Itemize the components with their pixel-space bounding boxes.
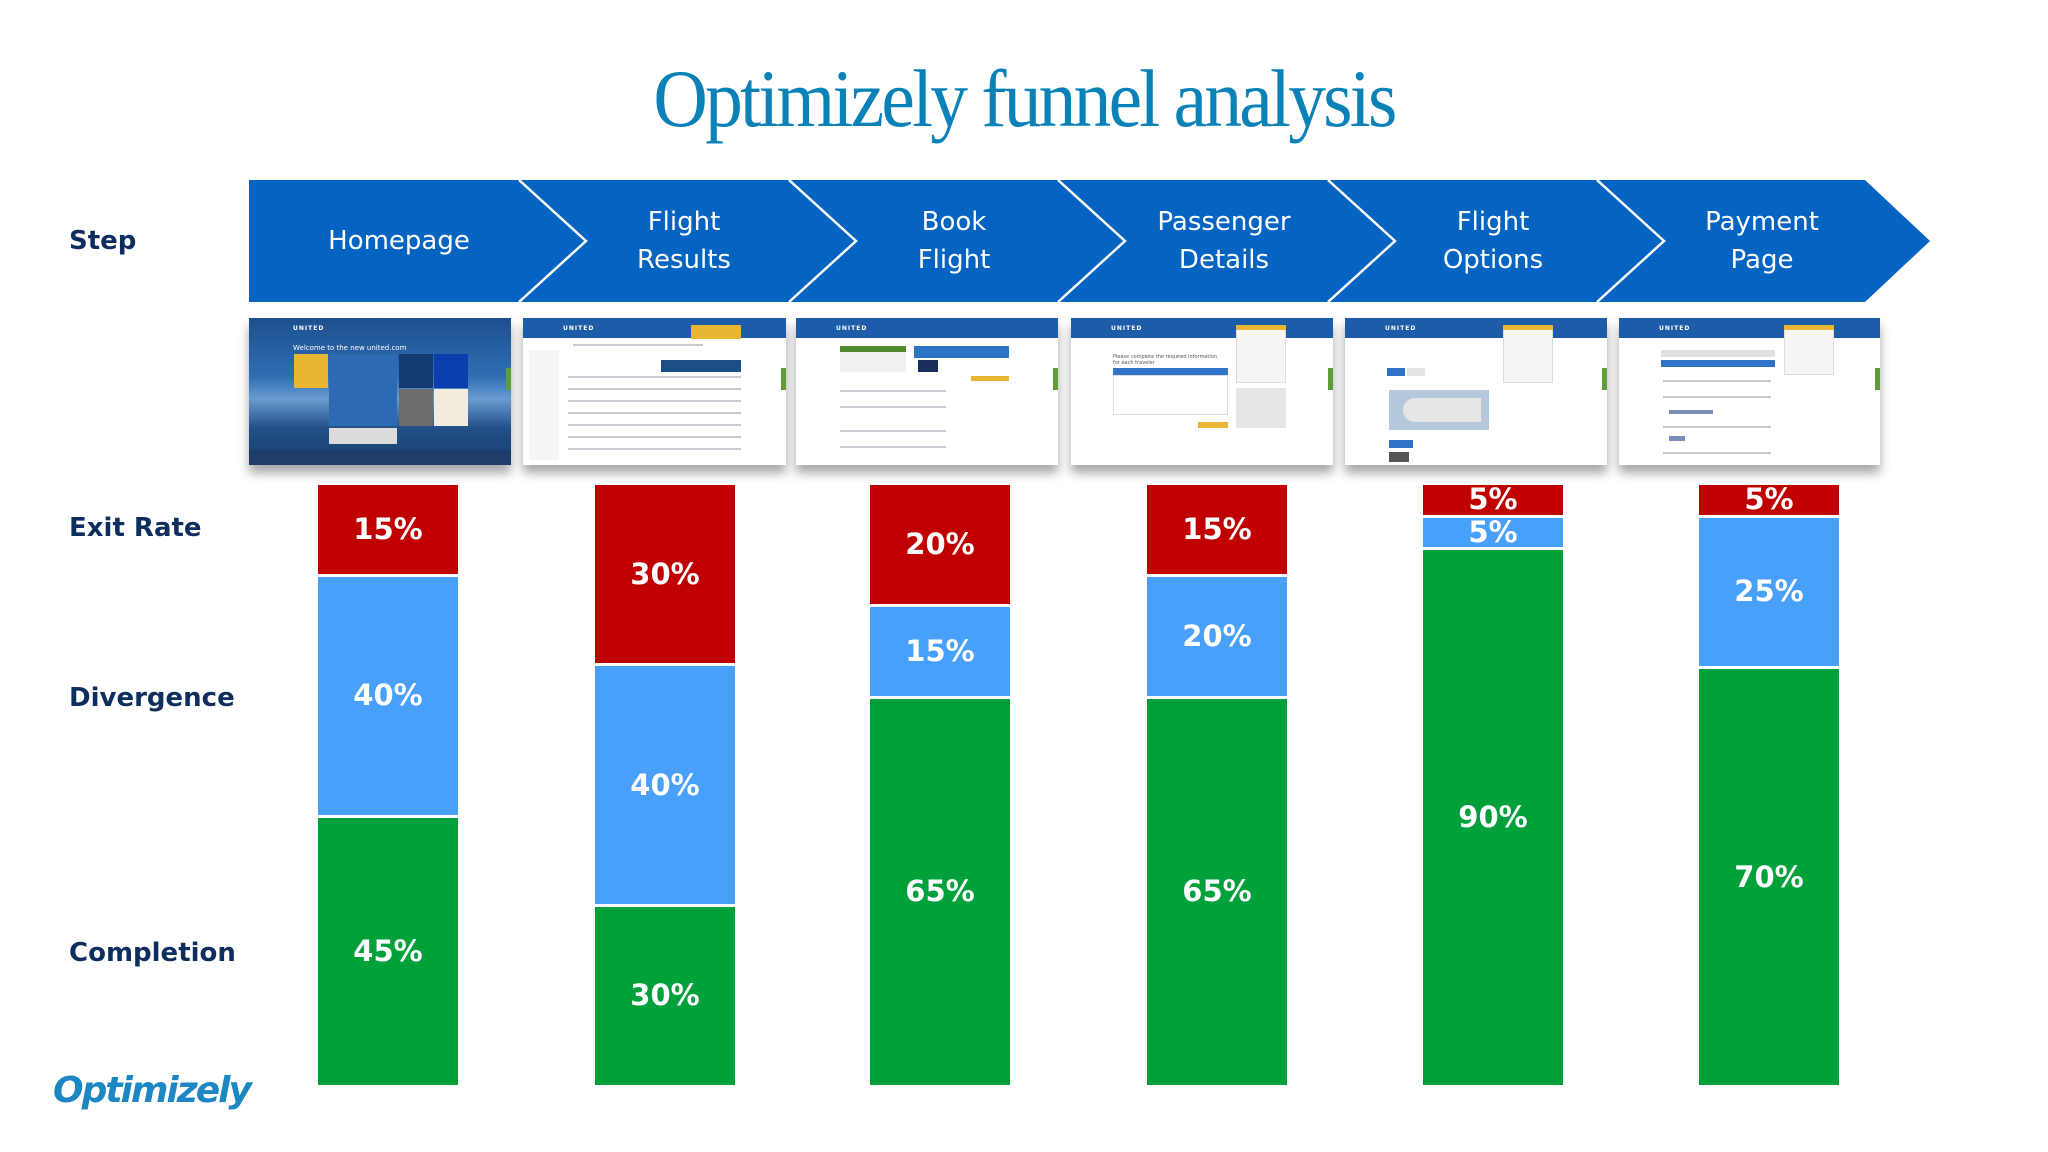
divergence-segment: 5% (1423, 518, 1563, 548)
step-homepage: Homepage (328, 226, 470, 256)
completion-value: 65% (1182, 874, 1252, 909)
exit-rate-segment: 20% (870, 485, 1010, 604)
completion-segment: 65% (1147, 698, 1287, 1085)
feedback-tab (1875, 368, 1880, 390)
row-label-exit-rate: Exit Rate (69, 513, 202, 543)
divergence-value: 40% (630, 767, 700, 802)
completion-segment: 45% (318, 817, 458, 1085)
divergence-segment: 25% (1699, 517, 1839, 667)
divergence-value: 25% (1734, 574, 1804, 609)
divergence-segment: 40% (318, 577, 458, 815)
flight-options-screenshot: UNITED (1345, 318, 1607, 465)
united-logo: UNITED (293, 325, 325, 332)
payment-page-screenshot: UNITED (1619, 318, 1880, 465)
bar-flight-results: 30% 40% 30% (595, 485, 735, 1085)
thumb-headline: Welcome to the new united.com (293, 344, 407, 352)
exit-rate-segment: 30% (595, 485, 735, 664)
feedback-tab (1328, 368, 1333, 390)
exit-rate-value: 15% (1182, 512, 1252, 547)
mileageplus-tile (294, 354, 328, 388)
check-in-tile (434, 354, 468, 388)
united-logo: UNITED (1111, 325, 1143, 332)
exit-rate-segment: 5% (1699, 485, 1839, 515)
divergence-value: 40% (353, 678, 423, 713)
chevron-arrow-icon (249, 180, 1930, 302)
bonus-miles-ad (329, 428, 397, 444)
divergence-value: 15% (905, 633, 975, 668)
bar-homepage: 15% 40% 45% (318, 485, 458, 1085)
step-flight-results: Flight Results (637, 207, 731, 275)
flight-status-tile (399, 354, 433, 388)
feedback-tab (506, 368, 511, 390)
thumb-headline: Please complete the required information… (1113, 354, 1217, 366)
step-payment-page: Payment Page (1705, 207, 1819, 275)
step-flight-options: Flight Options (1442, 207, 1544, 275)
divergence-value: 20% (1182, 618, 1252, 653)
exit-rate-value: 5% (1744, 482, 1794, 517)
row-label-step: Step (69, 226, 137, 256)
step-book-flight: Book Flight (917, 207, 991, 275)
page-title: Optimizely funnel analysis (653, 53, 1397, 144)
book-travel-tile (329, 354, 397, 426)
divergence-value: 5% (1468, 515, 1518, 550)
united-logo: UNITED (563, 325, 595, 332)
completion-segment: 65% (870, 698, 1010, 1085)
exit-rate-value: 30% (630, 556, 700, 591)
book-flight-screenshot: UNITED (796, 318, 1058, 465)
exit-rate-value: 15% (353, 512, 423, 547)
exit-rate-value: 5% (1468, 482, 1518, 517)
feedback-tab (781, 368, 786, 390)
exit-rate-segment: 5% (1423, 485, 1563, 515)
united-logo: UNITED (836, 325, 868, 332)
my-trips-tile (399, 389, 433, 426)
passenger-details-screenshot: UNITED Please complete the required info… (1071, 318, 1333, 465)
divergence-segment: 40% (595, 666, 735, 904)
completion-value: 45% (353, 933, 423, 968)
united-logo: UNITED (1659, 325, 1691, 332)
thumb-footer (249, 450, 511, 465)
bar-book-flight: 20% 15% 65% (870, 485, 1010, 1085)
exit-rate-value: 20% (905, 526, 975, 561)
optimizely-logo: Optimizely (53, 1070, 252, 1111)
homepage-screenshot: UNITED Welcome to the new united.com (249, 318, 511, 465)
row-label-completion: Completion (69, 938, 236, 968)
bar-flight-options: 5% 5% 90% (1423, 485, 1563, 1085)
exit-rate-segment: 15% (318, 485, 458, 575)
exit-rate-segment: 15% (1147, 485, 1287, 575)
divergence-segment: 20% (1147, 577, 1287, 696)
completion-value: 65% (905, 874, 975, 909)
completion-value: 30% (630, 978, 700, 1013)
completion-value: 90% (1458, 800, 1528, 835)
step-passenger-details: Passenger Details (1157, 207, 1291, 275)
divergence-segment: 15% (870, 606, 1010, 696)
step-banner: Homepage Flight Results Book Flight Pass… (249, 180, 1931, 302)
completion-value: 70% (1734, 859, 1804, 894)
feedback-tab (1602, 368, 1607, 390)
row-label-divergence: Divergence (69, 683, 235, 713)
bar-passenger-details: 15% 20% 65% (1147, 485, 1287, 1085)
united-logo: UNITED (1385, 325, 1417, 332)
bar-payment-page: 5% 25% 70% (1699, 485, 1839, 1085)
completion-segment: 30% (595, 906, 735, 1085)
feedback-tab (1053, 368, 1058, 390)
special-offers-tile (434, 389, 468, 426)
flight-results-screenshot: UNITED (523, 318, 786, 465)
completion-segment: 90% (1423, 550, 1563, 1085)
completion-segment: 70% (1699, 669, 1839, 1085)
